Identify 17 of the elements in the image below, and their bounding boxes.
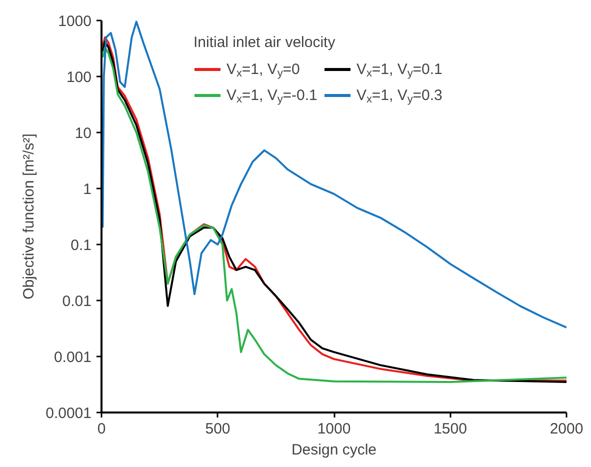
y-tick-label: 0.1 bbox=[70, 237, 92, 254]
x-tick-label: 1500 bbox=[434, 420, 467, 438]
y-tick-label: 0.0001 bbox=[46, 405, 92, 422]
y-tick-label: 0.01 bbox=[62, 293, 92, 310]
y-tick-label: 1000 bbox=[58, 13, 92, 30]
y-tick-label: 10 bbox=[74, 125, 92, 142]
y-tick-label: 100 bbox=[66, 69, 92, 86]
x-axis-title: Design cycle bbox=[291, 442, 377, 458]
x-tick-label: 1000 bbox=[317, 420, 351, 438]
x-tick-label: 2000 bbox=[550, 420, 584, 438]
y-axis-title: Objective function [m²/s²] bbox=[20, 134, 38, 300]
x-tick-label: 500 bbox=[205, 420, 230, 438]
line-series bbox=[102, 20, 566, 328]
legend-title: Initial inlet air velocity bbox=[194, 34, 336, 51]
y-tick-label: 1 bbox=[83, 181, 92, 198]
x-tick-label: 0 bbox=[97, 420, 106, 438]
y-tick-label: 0.001 bbox=[54, 349, 92, 366]
